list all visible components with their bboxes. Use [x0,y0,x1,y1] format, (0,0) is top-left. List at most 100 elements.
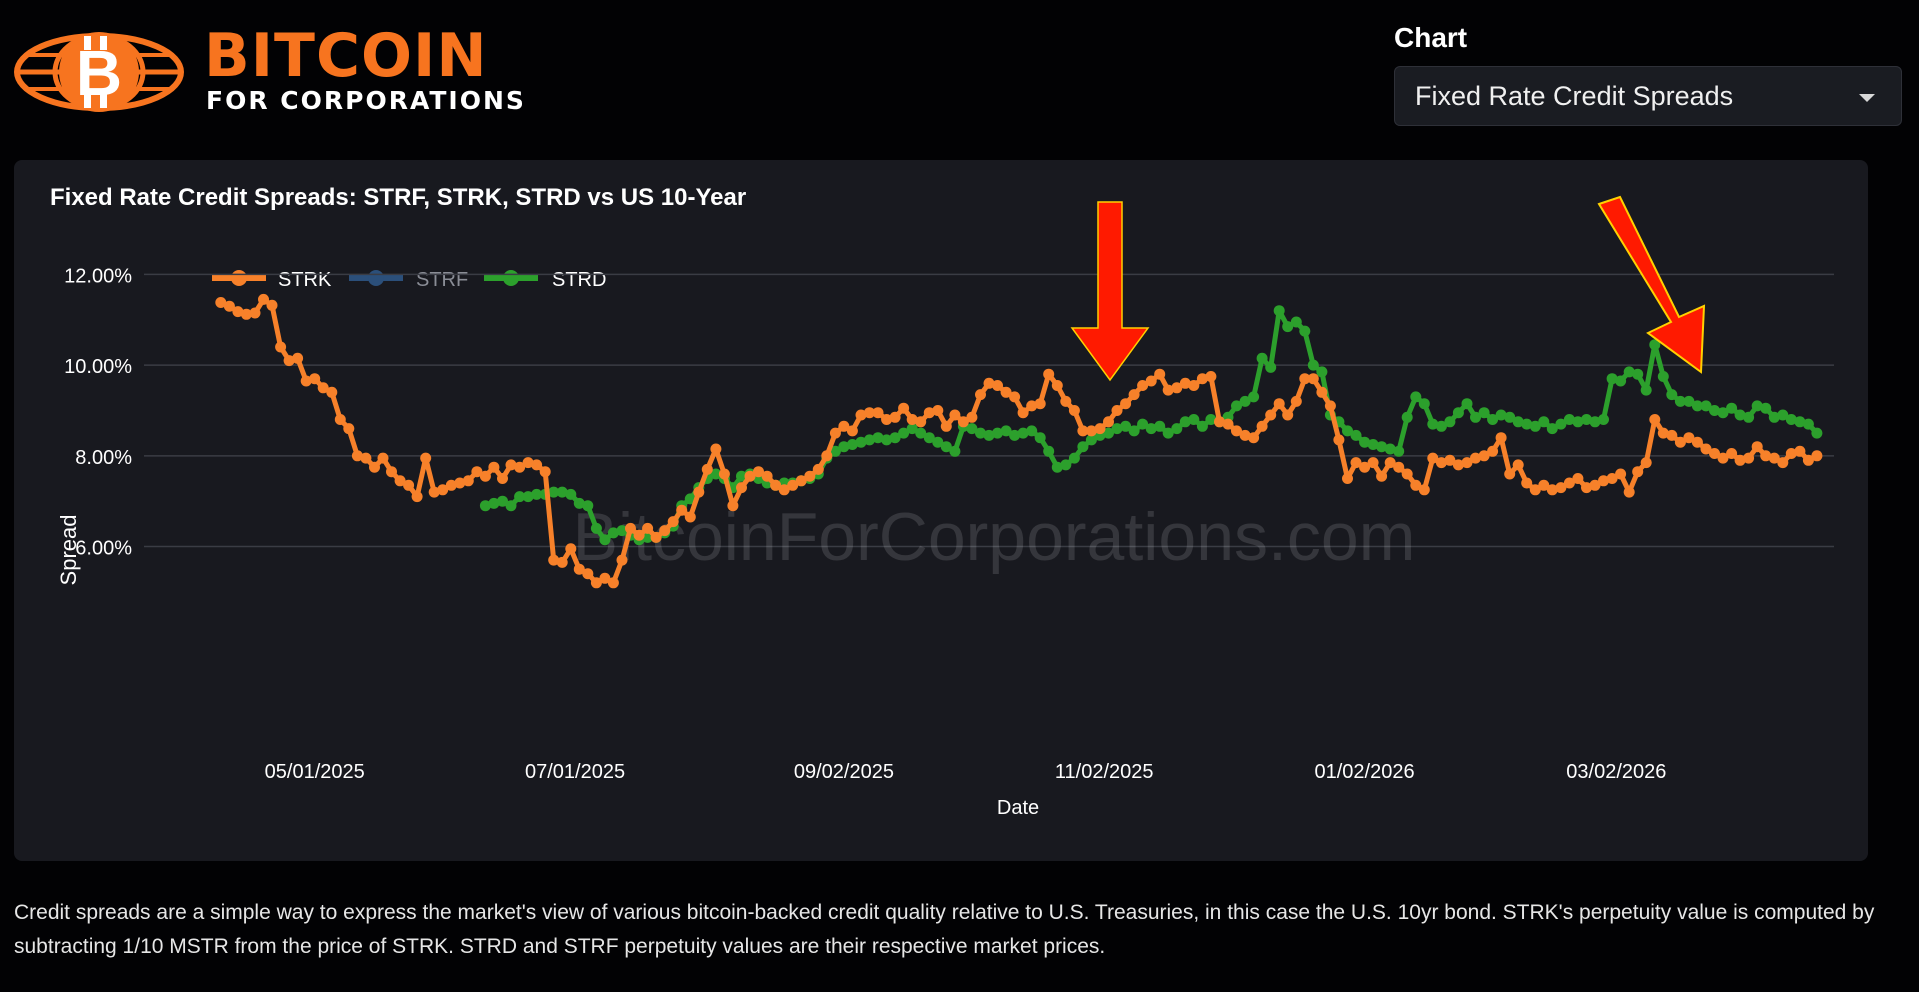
data-point[interactable] [1470,411,1481,423]
data-point[interactable] [1640,384,1652,396]
data-point[interactable] [1299,373,1311,385]
data-point[interactable] [1726,402,1738,414]
data-point[interactable] [360,452,372,464]
data-point[interactable] [1231,425,1242,437]
data-point[interactable] [727,500,739,512]
data-point[interactable] [1171,382,1183,394]
data-point[interactable] [1009,429,1021,441]
data-point[interactable] [1111,405,1123,416]
data-point[interactable] [1470,452,1481,464]
data-point[interactable] [1589,416,1601,428]
data-point[interactable] [1487,414,1499,425]
data-point[interactable] [1085,434,1097,446]
data-point[interactable] [1521,418,1533,430]
data-point[interactable] [428,486,440,498]
data-point[interactable] [1683,432,1695,444]
data-point[interactable] [804,470,816,482]
data-point[interactable] [548,554,560,566]
data-point[interactable] [1512,459,1524,471]
data-point[interactable] [1290,316,1302,328]
data-point[interactable] [258,293,269,305]
data-point[interactable] [505,500,517,512]
data-point[interactable] [1598,475,1609,487]
data-point[interactable] [616,554,628,566]
data-point[interactable] [1674,436,1686,448]
data-point[interactable] [855,436,867,448]
data-point[interactable] [1034,432,1046,444]
data-point[interactable] [1751,441,1763,453]
data-point[interactable] [599,572,611,584]
data-point[interactable] [1367,439,1379,450]
data-point[interactable] [812,463,824,475]
data-point[interactable] [1700,400,1712,412]
data-point[interactable] [1418,398,1430,410]
data-point[interactable] [932,405,944,416]
legend-item-strd[interactable]: STRD [484,269,606,291]
data-point[interactable] [1811,450,1823,462]
data-point[interactable] [855,409,867,421]
data-point[interactable] [283,355,295,367]
data-point[interactable] [1606,473,1618,484]
data-point[interactable] [411,491,423,503]
data-point[interactable] [1435,420,1447,432]
data-point[interactable] [1222,418,1234,430]
data-point[interactable] [1802,418,1814,430]
data-point[interactable] [590,522,602,534]
data-point[interactable] [1205,371,1217,382]
data-point[interactable] [1051,380,1063,391]
data-point[interactable] [1657,371,1669,382]
data-point[interactable] [1376,470,1388,482]
data-point[interactable] [838,441,850,453]
data-point[interactable] [1521,477,1533,489]
data-point[interactable] [462,475,474,487]
data-point[interactable] [1384,457,1396,469]
data-point[interactable] [420,452,432,464]
data-point[interactable] [1248,432,1260,444]
data-point[interactable] [957,416,969,428]
data-point[interactable] [377,452,389,464]
data-point[interactable] [1726,448,1738,459]
data-point[interactable] [488,497,500,509]
data-point[interactable] [1162,427,1174,439]
data-point[interactable] [753,466,764,478]
data-point[interactable] [471,466,483,478]
data-point[interactable] [573,563,585,575]
data-point[interactable] [607,527,619,539]
data-point[interactable] [1683,395,1695,407]
data-point[interactable] [1248,391,1260,403]
data-point[interactable] [215,297,227,308]
data-point[interactable] [1043,445,1055,457]
data-point[interactable] [1384,443,1396,455]
data-point[interactable] [565,488,577,500]
data-point[interactable] [1674,395,1686,407]
data-point[interactable] [1691,400,1703,412]
data-point[interactable] [1000,386,1012,398]
data-point[interactable] [1427,452,1439,464]
data-point[interactable] [275,341,287,353]
data-point[interactable] [795,475,807,487]
data-point[interactable] [975,389,986,401]
data-point[interactable] [1478,450,1490,462]
data-point[interactable] [1026,425,1038,437]
data-point[interactable] [1606,373,1618,385]
data-point[interactable] [1811,427,1823,439]
data-point[interactable] [1717,407,1729,419]
data-point[interactable] [1265,361,1277,373]
data-point[interactable] [667,516,679,528]
data-point[interactable] [1598,414,1609,425]
data-point[interactable] [1068,452,1080,464]
data-point[interactable] [539,466,551,478]
data-point[interactable] [1393,445,1405,457]
data-point[interactable] [1700,443,1712,455]
data-point[interactable] [1239,395,1251,407]
data-point[interactable] [701,463,713,475]
data-point[interactable] [1342,473,1353,484]
data-point[interactable] [1452,459,1464,471]
data-point[interactable] [1640,457,1652,469]
data-point[interactable] [1401,468,1413,480]
data-point[interactable] [223,300,235,312]
data-point[interactable] [1743,411,1755,423]
data-point[interactable] [1794,445,1806,457]
data-point[interactable] [300,375,312,387]
data-point[interactable] [736,482,747,494]
